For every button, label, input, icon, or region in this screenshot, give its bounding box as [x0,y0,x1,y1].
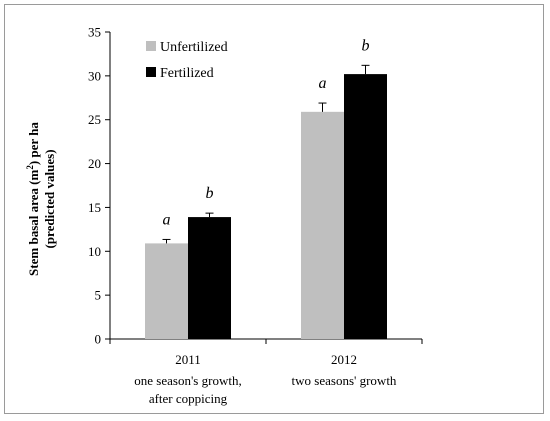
legend-label-fertilized: Fertilized [160,66,214,81]
y-tick-label: 30 [88,68,101,83]
y-axis-title: Stem basal area (m2) per ha (predicted v… [25,122,57,276]
bar-fertilized-2011 [188,217,231,339]
x-ticks [109,339,423,344]
y-tick-label: 15 [88,200,101,215]
y-ticks: 0 5 10 15 20 25 30 35 [88,25,110,347]
y-tick-label: 25 [88,112,101,127]
legend: Unfertilized Fertilized [146,40,228,81]
significance-letter: a [163,211,171,228]
bar-unfertilized-2011 [145,243,188,339]
y-tick-label: 35 [88,25,101,40]
bars: a b a b [145,37,387,340]
category-label-2011: 2011 [175,352,201,367]
legend-swatch-unfertilized [146,41,156,51]
category-label-2012: 2012 [331,352,357,367]
bar-unfertilized-2012 [301,111,344,339]
significance-letter: a [319,75,327,92]
category-sublabel: after coppicing [149,391,228,406]
y-axis-title-line1: Stem basal area (m2) per ha [25,122,41,276]
bar-fertilized-2012 [344,74,387,340]
y-axis-title-line2: (predicted values) [42,149,57,248]
significance-letter: b [206,185,214,202]
y-tick-label: 10 [88,244,101,259]
category-sublabel: one season's growth, [134,373,241,388]
y-tick-label: 0 [95,332,102,347]
significance-letter: b [362,37,370,54]
chart-frame [4,4,544,414]
category-labels: 2011 one season's growth, after coppicing 2… [134,352,397,406]
legend-swatch-fertilized [146,67,156,77]
legend-label-unfertilized: Unfertilized [160,40,228,55]
category-sublabel: two seasons' growth [292,373,397,388]
y-tick-label: 5 [95,288,102,303]
y-tick-label: 20 [88,156,101,171]
